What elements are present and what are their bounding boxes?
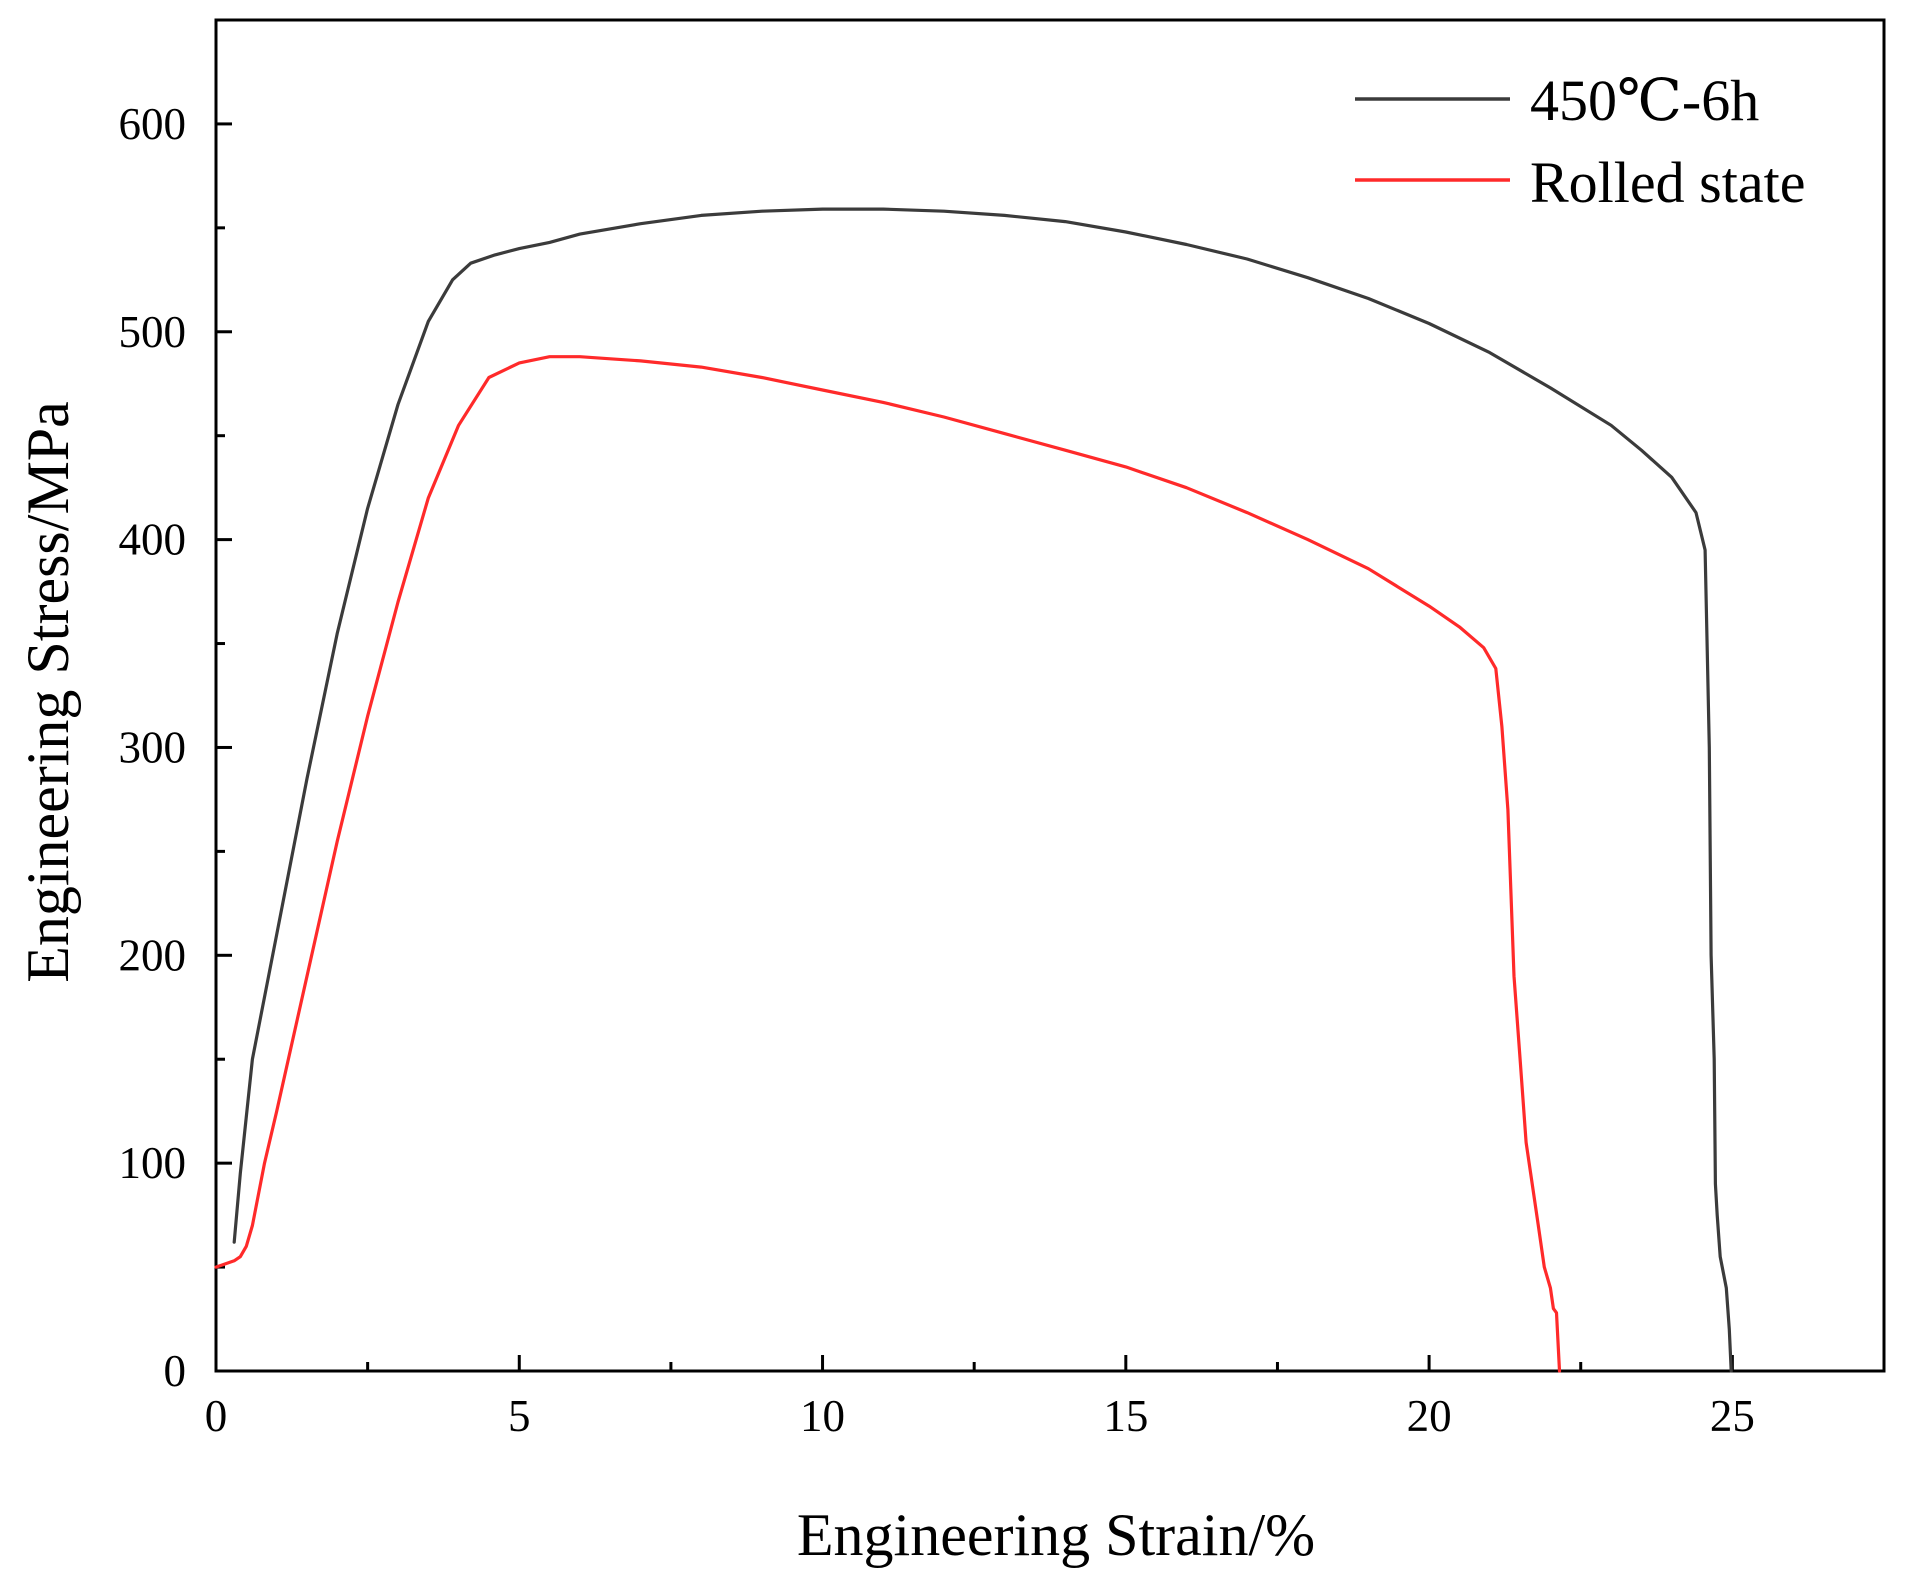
y-tick-label: 100	[119, 1138, 187, 1188]
x-tick-label: 0	[205, 1391, 228, 1441]
series-line-450c-6h	[232, 207, 1733, 1373]
y-tick-label: 0	[164, 1346, 187, 1396]
plot-frame	[214, 18, 1886, 1373]
y-tick-label: 200	[119, 930, 187, 980]
x-tick-label: 10	[800, 1391, 845, 1441]
y-tick-label: 400	[119, 515, 187, 565]
y-tick-label: 600	[119, 99, 187, 149]
x-tick-label: 20	[1407, 1391, 1452, 1441]
series-layer	[214, 207, 1733, 1373]
y-axis-title: Engineering Stress/MPa	[15, 401, 81, 983]
x-tick-label: 5	[508, 1391, 531, 1441]
x-tick-label: 25	[1710, 1391, 1755, 1441]
y-axis-ticks: 0 100 200 300 400 500 600	[119, 99, 232, 1396]
y-tick-label: 500	[119, 307, 187, 357]
axes	[214, 18, 1886, 1373]
x-tick-label: 15	[1103, 1391, 1148, 1441]
series-line-rolled-state	[214, 355, 1562, 1373]
x-axis-ticks: 0 5 10 15 20 25	[205, 1355, 1755, 1441]
legend-label-rolled-state: Rolled state	[1530, 150, 1805, 215]
legend: 450℃-6h Rolled state	[1355, 68, 1805, 215]
y-tick-label: 300	[119, 722, 187, 772]
x-axis-title: Engineering Strain/%	[797, 1502, 1315, 1568]
legend-label-450c-6h: 450℃-6h	[1530, 68, 1759, 133]
